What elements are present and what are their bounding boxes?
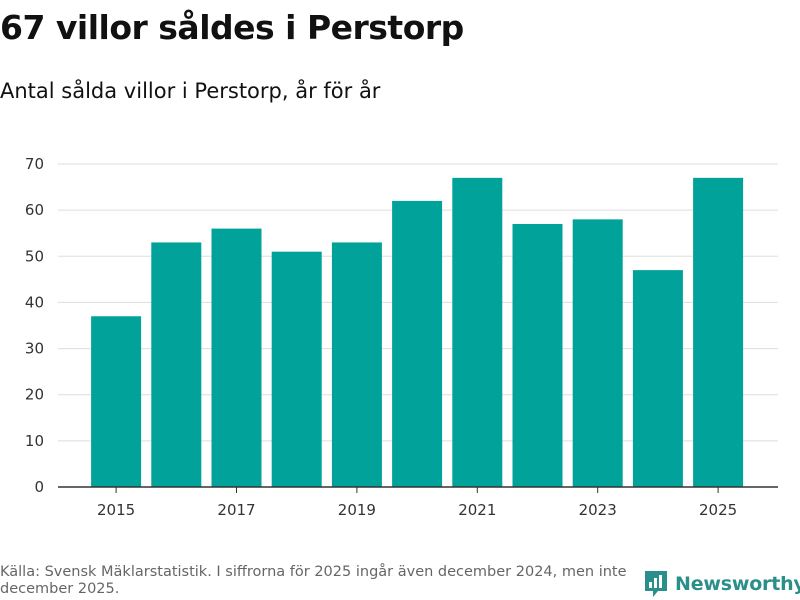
bar-2023 — [572, 219, 623, 487]
bars — [91, 177, 744, 488]
x-tick-label: 2019 — [338, 501, 376, 519]
bar-2022 — [512, 223, 563, 487]
bar-2020 — [392, 200, 443, 487]
y-tick-label: 10 — [25, 432, 44, 450]
y-tick-label: 0 — [34, 478, 44, 496]
bar-2016 — [151, 242, 202, 487]
x-axis-labels: 2015 2017 2019 2021 2023 2025 — [97, 487, 737, 519]
bar-2021 — [452, 177, 503, 488]
bar-2019 — [331, 242, 382, 487]
x-tick-label: 2025 — [699, 501, 737, 519]
bar-2017 — [211, 228, 262, 487]
y-tick-label: 70 — [25, 155, 44, 173]
source-note: Källa: Svensk Mäklarstatistik. I siffror… — [0, 564, 627, 597]
chart-title: 67 villor såldes i Perstorp — [0, 8, 464, 47]
y-tick-label: 40 — [25, 293, 44, 311]
chart-subtitle: Antal sålda villor i Perstorp, år för år — [0, 79, 381, 103]
x-tick-label: 2015 — [97, 501, 135, 519]
newsworthy-logo-icon — [645, 571, 667, 597]
y-axis-labels: 0 10 20 30 40 50 60 70 — [25, 155, 44, 496]
y-tick-label: 60 — [25, 201, 44, 219]
bar-2025 — [693, 177, 744, 488]
x-tick-label: 2021 — [458, 501, 496, 519]
y-tick-label: 20 — [25, 386, 44, 404]
bar-2024 — [632, 270, 683, 487]
bar-2015 — [91, 316, 142, 487]
y-tick-label: 50 — [25, 247, 44, 265]
x-tick-label: 2023 — [579, 501, 617, 519]
y-tick-label: 30 — [25, 340, 44, 358]
bar-chart: 0 10 20 30 40 50 60 70 2015 2017 2019 2021 2023 2025 — [25, 155, 778, 519]
x-tick-label: 2017 — [217, 501, 255, 519]
bar-2018 — [271, 251, 322, 487]
newsworthy-logo: Newsworthy — [643, 568, 800, 600]
brand-name: Newsworthy — [675, 573, 800, 595]
